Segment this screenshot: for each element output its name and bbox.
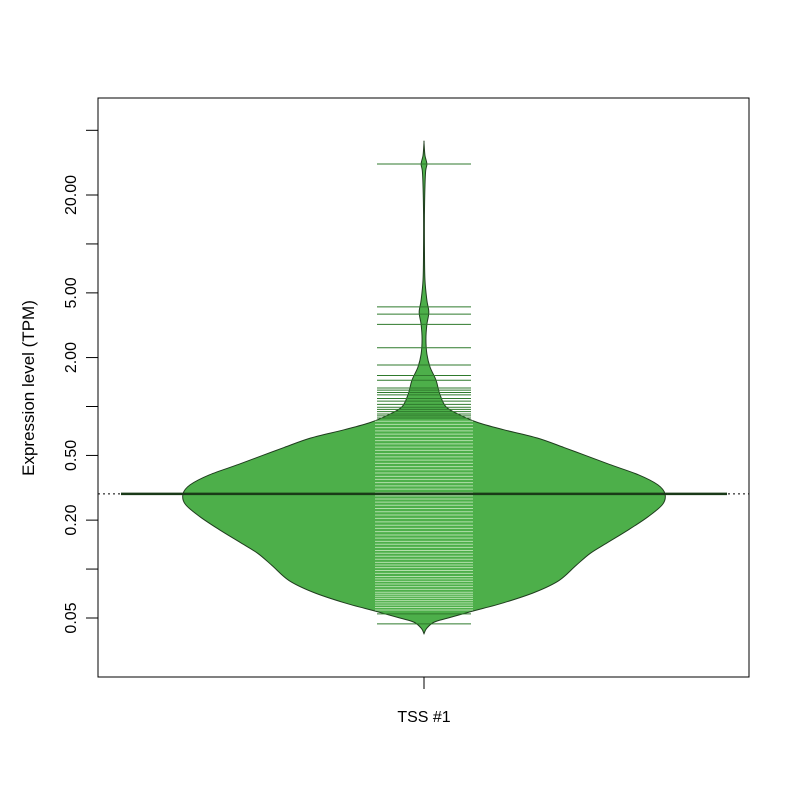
bean-group [98,140,749,635]
bean-density-shape [182,140,666,635]
y-tick-label: 0.05 [63,602,80,633]
x-axis: TSS #1 [397,677,451,726]
y-tick-label: 5.00 [63,277,80,308]
bean-lines [375,163,473,625]
y-tick-label: 0.20 [63,504,80,535]
y-tick-label: 20.00 [63,175,80,215]
y-axis-title: Expression level (TPM) [19,300,38,476]
x-category-label: TSS #1 [397,709,450,726]
y-tick-label: 2.00 [63,342,80,373]
y-tick-label: 0.50 [63,440,80,471]
y-axis: 0.05 0.20 0.50 2.00 5.00 20.00 [63,129,98,634]
bean-plot-area [98,140,749,635]
